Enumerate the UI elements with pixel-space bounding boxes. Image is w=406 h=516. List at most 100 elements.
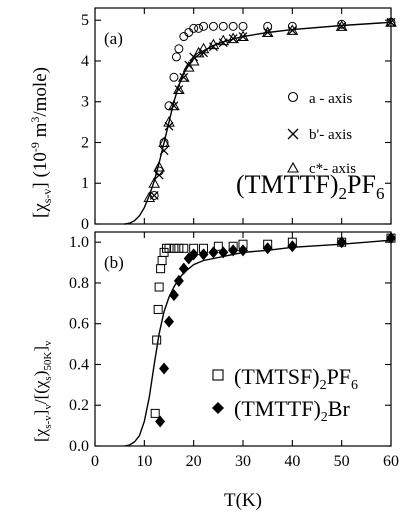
panel-b: 0.0 0.2 0.4 0.6 0.8 1.0 0 10 20 30 40 50 60 (b) (TM… [31,231,399,511]
data-point-diamond-filled [208,246,219,259]
legend-c-axis-label: c*- axis [309,161,356,177]
data-point-diamond-filled [168,289,179,302]
data-point-square-open [169,243,179,253]
panel-b-label: (b) [104,253,124,272]
data-point-triangle [148,177,161,188]
data-point-circle [179,32,189,42]
data-point-x [179,72,189,82]
x-tick-label: 60 [383,453,399,470]
data-point-triangle [261,26,274,37]
data-point-x [149,191,159,200]
data-point-x [337,21,347,31]
data-point-circle [169,72,179,82]
panel-b-y-ticks: 0.0 0.2 0.4 0.6 0.8 1.0 [69,234,391,455]
y-tick-label: 5 [81,12,89,29]
data-point-x [228,34,238,43]
compound-a-sub2: 6 [376,184,385,203]
y-tick-label: 1 [81,175,89,192]
data-point-square-open [153,304,163,314]
fit-curve-line [124,239,392,447]
ya-6: 3 [28,117,42,123]
data-point-circle [337,19,347,29]
data-point-triangle [385,16,397,27]
legend-diamond-marker [212,402,224,414]
data-point-circle [228,21,238,31]
compound-a-mid: PF [347,170,376,199]
panel-a-legend: a - axis b'- axis c*- axis [287,91,356,177]
legend-x-marker [287,128,299,140]
data-point-square-open [156,264,166,274]
data-point-x [154,170,164,180]
lg2-pre: (TMTTF) [234,396,321,421]
y-tick-label: 0.8 [69,275,89,292]
data-point-diamond-filled [159,362,170,375]
panel-b-fit-curve [124,239,392,447]
data-point-triangle [207,38,220,50]
data-point-diamond-filled [164,315,174,328]
data-point-x [287,25,297,35]
x-axis-title: T(K) [224,490,262,511]
legend-triangle-marker [287,161,299,173]
y-tick-label: 0.2 [69,397,89,414]
panel-a-label: (a) [104,29,123,48]
panel-a-compound: (TMTTF)2PF6 [236,170,384,203]
data-point-square-open [150,408,160,418]
x-tick-label: 30 [235,453,251,470]
lg1-mid: PF [327,364,351,389]
yb-2: s-v [42,415,54,429]
lg1-pre: (TMTSF) [234,364,320,389]
data-point-diamond-filled [238,244,248,257]
yb-7: ) [31,371,50,377]
data-point-x [263,28,273,37]
data-point-diamond-filled [336,236,347,249]
panel-b-legend: (TMTSF)2PF6 (TMTTF)2Br [212,364,358,425]
x-tick-label: 50 [334,453,350,470]
data-point-triangle [286,24,299,35]
data-point-circle [194,23,204,33]
panel-a-points [143,16,397,203]
data-point-triangle [177,71,190,82]
yb-3: ] [31,410,50,416]
data-point-circle [184,27,194,37]
y-tick-label: 2 [81,134,89,151]
data-point-circle [218,21,228,31]
ya-4: -9 [28,142,42,152]
y-tick-label: 0 [81,216,89,233]
legend-tmttf-br-label: (TMTTF)2Br [234,396,350,425]
data-point-x [159,146,169,156]
data-point-diamond-filled [198,248,209,261]
data-point-circle [208,21,218,31]
data-point-diamond-filled [287,240,298,253]
lg2-sub: 2 [321,410,328,425]
y-tick-label: 4 [81,53,89,70]
yb-9: ] [31,346,50,352]
data-point-square-open [179,243,189,253]
data-point-x [386,17,396,27]
data-point-triangle [163,116,175,127]
x-tick-label: 10 [136,453,152,470]
ya-5: m [30,122,51,142]
y-tick-label: 0.4 [69,356,89,373]
data-point-x [174,85,184,94]
panel-b-points [150,232,396,428]
y-tick-label: 0.0 [69,438,89,455]
legend-tmtsf-label: (TMTSF)2PF6 [234,364,358,393]
data-point-triangle [173,83,185,95]
x-tick-label: 40 [284,453,300,470]
y-tick-label: 3 [81,94,89,111]
data-point-triangle [227,32,239,44]
x-tick-label: 20 [186,453,202,470]
ya-7: /mole) [30,67,51,117]
data-point-square-open [213,241,223,251]
ya-2: s-v [40,189,54,204]
data-point-x [169,101,179,111]
data-point-square-open [174,243,184,253]
data-point-triangle [158,136,170,147]
lg1-sub: 2 [320,378,327,393]
data-point-circle [189,23,199,33]
panel-a: 0 1 2 3 4 5 (a) a - axis b'- axis c*- axis (T… [28,7,397,233]
data-point-circle [238,21,248,31]
panel-b-y-axis-title: [χs-v]v/[(χs)50K]v [31,340,54,442]
compound-a-sub: 2 [339,184,348,203]
